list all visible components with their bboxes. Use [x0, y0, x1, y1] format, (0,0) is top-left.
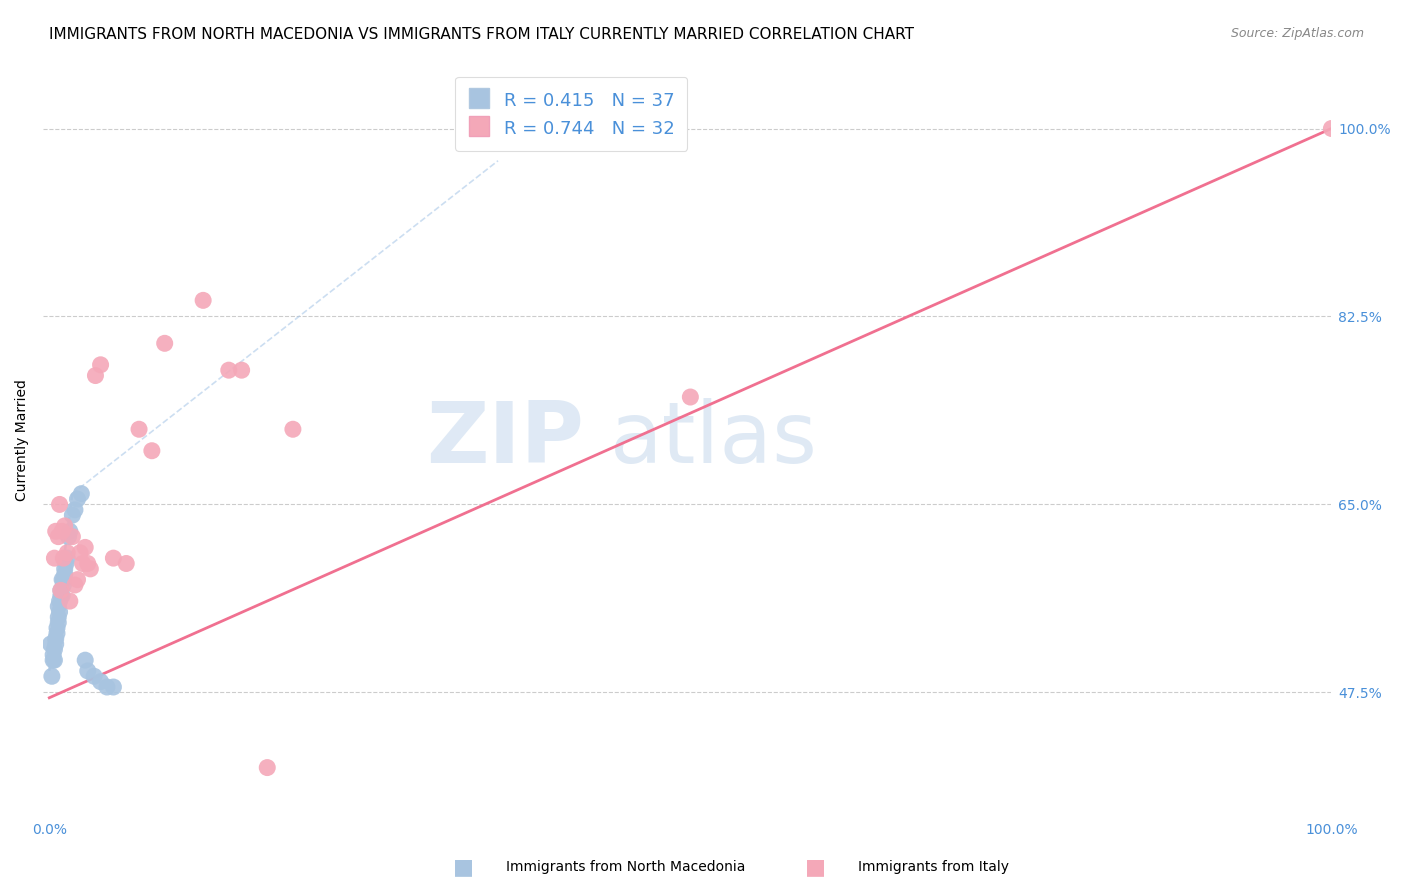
Point — [103, 551, 125, 566]
Point — [96, 680, 118, 694]
Point — [76, 557, 98, 571]
Point — [51, 573, 73, 587]
Text: IMMIGRANTS FROM NORTH MACEDONIA VS IMMIGRANTS FROM ITALY CURRENTLY MARRIED CORRE: IMMIGRANTS FROM NORTH MACEDONIA VS IMMIG… — [49, 27, 914, 42]
Point — [141, 443, 163, 458]
Point — [51, 524, 73, 539]
Point — [53, 519, 76, 533]
Text: ■: ■ — [454, 857, 474, 877]
Point — [59, 524, 82, 539]
Point — [115, 557, 138, 571]
Point — [231, 363, 253, 377]
Point — [218, 363, 240, 377]
Point — [53, 562, 76, 576]
Point — [76, 664, 98, 678]
Point — [63, 578, 86, 592]
Point — [66, 573, 89, 587]
Text: Source: ZipAtlas.com: Source: ZipAtlas.com — [1230, 27, 1364, 40]
Point — [256, 761, 278, 775]
Point — [153, 336, 176, 351]
Point — [281, 422, 304, 436]
Point — [84, 368, 107, 383]
Point — [60, 530, 83, 544]
Point — [46, 610, 69, 624]
Text: Immigrants from North Macedonia: Immigrants from North Macedonia — [506, 860, 745, 874]
Point — [66, 491, 89, 506]
Point — [44, 551, 66, 566]
Point — [49, 583, 72, 598]
Point — [52, 573, 75, 587]
Point — [44, 653, 66, 667]
Text: atlas: atlas — [610, 399, 818, 482]
Point — [128, 422, 150, 436]
Point — [49, 589, 72, 603]
Point — [63, 503, 86, 517]
Point — [39, 637, 62, 651]
Point — [103, 680, 125, 694]
Point — [51, 589, 73, 603]
Point — [53, 567, 76, 582]
Point — [45, 524, 67, 539]
Point — [46, 530, 69, 544]
Point — [49, 583, 72, 598]
Point — [72, 557, 94, 571]
Point — [55, 557, 77, 571]
Point — [90, 358, 112, 372]
Point — [46, 615, 69, 630]
Point — [52, 551, 75, 566]
Legend: R = 0.415   N = 37, R = 0.744   N = 32: R = 0.415 N = 37, R = 0.744 N = 32 — [456, 77, 688, 151]
Point — [48, 594, 70, 608]
Point — [70, 486, 93, 500]
Point — [45, 632, 67, 646]
Point — [60, 508, 83, 523]
Point — [46, 599, 69, 614]
Point — [1320, 121, 1343, 136]
Point — [191, 293, 214, 308]
Text: ■: ■ — [806, 857, 825, 877]
Point — [44, 642, 66, 657]
Point — [679, 390, 702, 404]
Point — [48, 498, 70, 512]
Y-axis label: Currently Married: Currently Married — [15, 379, 30, 501]
Point — [90, 674, 112, 689]
Point — [52, 578, 75, 592]
Point — [75, 653, 97, 667]
Point — [69, 546, 91, 560]
Text: ZIP: ZIP — [426, 399, 583, 482]
Point — [59, 594, 82, 608]
Point — [79, 562, 101, 576]
Point — [56, 546, 79, 560]
Point — [42, 648, 65, 662]
Point — [41, 669, 63, 683]
Point — [56, 551, 79, 566]
Point — [75, 541, 97, 555]
Point — [46, 626, 69, 640]
Point — [45, 637, 67, 651]
Text: Immigrants from Italy: Immigrants from Italy — [858, 860, 1008, 874]
Point — [42, 653, 65, 667]
Point — [48, 605, 70, 619]
Point — [46, 621, 69, 635]
Point — [58, 530, 80, 544]
Point — [83, 669, 105, 683]
